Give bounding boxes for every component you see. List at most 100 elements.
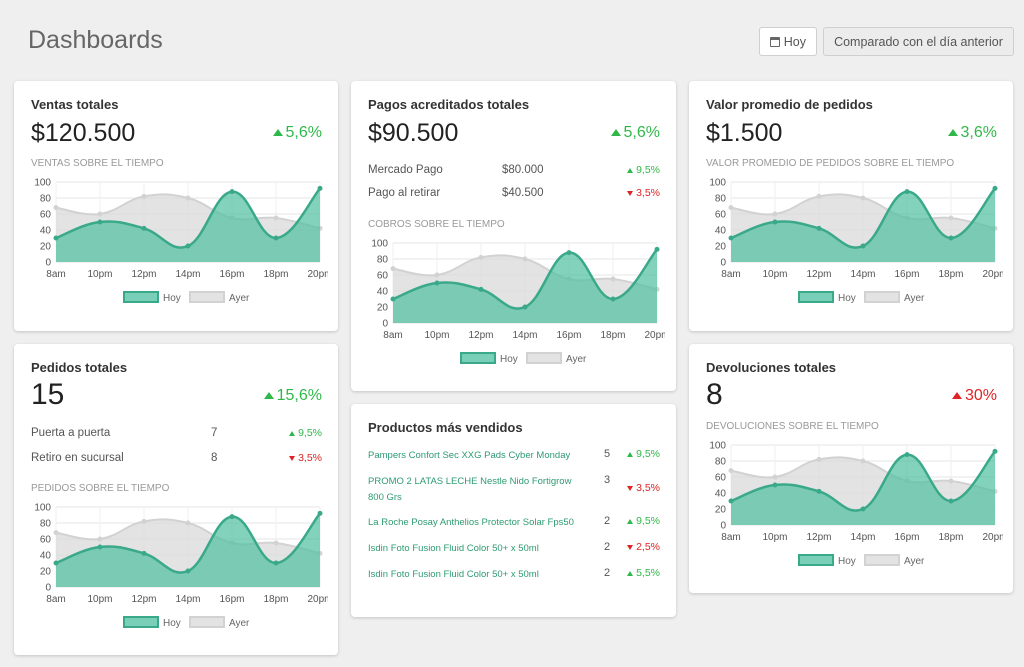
delta-badge: 5,6% <box>610 124 660 142</box>
chart-label: VALOR PROMEDIO DE PEDIDOS SOBRE EL TIEMP… <box>706 158 955 169</box>
data-point <box>229 189 235 195</box>
y-tick-label: 0 <box>720 258 726 269</box>
data-point <box>141 518 147 524</box>
y-tick-label: 40 <box>715 489 727 500</box>
delta-badge: 15,6% <box>263 387 322 405</box>
data-point <box>860 243 866 249</box>
product-link[interactable]: La Roche Posay Anthelios Protector Solar… <box>368 517 574 528</box>
pedidos-card: Pedidos totales 15 15,6% Puerta a puerta… <box>14 344 338 655</box>
data-point <box>53 235 59 241</box>
card-title: Pagos acreditados totales <box>368 97 530 112</box>
product-link[interactable]: PROMO 2 LATAS LECHE Nestle Nido Fortigro… <box>368 476 572 503</box>
product-link[interactable]: Isdin Foto Fusion Fluid Color 50+ x 50ml <box>368 569 539 580</box>
data-point <box>816 488 822 494</box>
x-tick-label: 16pm <box>219 269 244 280</box>
card-title: Valor promedio de pedidos <box>706 97 873 112</box>
x-tick-label: 14pm <box>175 594 200 605</box>
y-tick-label: 100 <box>709 441 726 452</box>
y-tick-label: 60 <box>40 535 52 546</box>
data-point <box>904 189 910 195</box>
compare-button[interactable]: Comparado con el día anterior <box>823 27 1014 56</box>
x-tick-label: 18pm <box>263 594 288 605</box>
data-point <box>816 193 822 199</box>
x-tick-label: 12pm <box>131 269 156 280</box>
data-point <box>522 256 528 262</box>
data-point <box>185 195 191 201</box>
legend-label: Ayer <box>904 293 925 304</box>
x-tick-label: 18pm <box>938 269 963 280</box>
area-chart: 0 20 40 60 80 100 8am 10pm 12pm 14pm 16pm 18pm 20pm H… <box>709 441 1003 568</box>
data-point <box>860 195 866 201</box>
triangle-down-icon <box>289 455 296 461</box>
legend-swatch <box>526 352 562 364</box>
legend-label: Ayer <box>229 293 250 304</box>
data-point <box>772 474 778 480</box>
today-button[interactable]: Hoy <box>759 27 817 56</box>
x-tick-label: 8am <box>46 269 65 280</box>
data-point <box>904 452 910 458</box>
series-area-hoy <box>731 451 995 525</box>
data-point <box>97 544 103 550</box>
productos-card: Productos más vendidos Pampers Confort S… <box>351 404 676 617</box>
data-point <box>53 530 59 536</box>
x-tick-label: 8am <box>721 269 740 280</box>
y-tick-label: 60 <box>715 473 727 484</box>
data-point <box>141 225 147 231</box>
ventas-card: Ventas totales $120.500 5,6% VENTAS SOBR… <box>14 81 338 331</box>
triangle-up-icon <box>627 167 634 173</box>
y-tick-label: 20 <box>715 505 727 516</box>
x-tick-label: 16pm <box>556 330 581 341</box>
y-tick-label: 60 <box>40 210 52 221</box>
x-tick-label: 20pm <box>982 269 1003 280</box>
data-point <box>992 448 998 454</box>
x-tick-label: 14pm <box>512 330 537 341</box>
legend-swatch <box>798 554 834 566</box>
chart-label: PEDIDOS SOBRE EL TIEMPO <box>31 483 170 494</box>
y-tick-label: 80 <box>715 194 727 205</box>
data-point <box>97 211 103 217</box>
breakdown-row: Puerta a puerta 7 9,5% <box>31 427 322 439</box>
data-point <box>390 296 396 302</box>
data-point <box>390 266 396 272</box>
y-tick-label: 60 <box>377 271 389 282</box>
big-value: $120.500 <box>31 119 136 147</box>
data-point <box>185 243 191 249</box>
data-point <box>816 456 822 462</box>
data-point <box>317 185 323 191</box>
triangle-down-icon <box>627 485 634 491</box>
legend-label: Ayer <box>229 618 250 629</box>
legend-swatch <box>189 616 225 628</box>
data-point <box>728 235 734 241</box>
chart-label: DEVOLUCIONES SOBRE EL TIEMPO <box>706 421 879 432</box>
devoluciones-card: Devoluciones totales 8 30% DEVOLUCIONES … <box>689 344 1013 593</box>
legend-label: Hoy <box>163 293 181 304</box>
breakdown-row: Retiro en sucursal 8 3,5% <box>31 452 322 464</box>
data-point <box>53 205 59 211</box>
x-tick-label: 18pm <box>938 532 963 543</box>
big-value: 15 <box>31 378 65 411</box>
data-point <box>948 478 954 484</box>
data-point <box>185 520 191 526</box>
y-tick-label: 40 <box>715 226 727 237</box>
y-tick-label: 100 <box>371 239 388 250</box>
legend-label: Ayer <box>566 354 587 365</box>
y-tick-label: 80 <box>715 457 727 468</box>
product-link[interactable]: Isdin Foto Fusion Fluid Color 50+ x 50ml <box>368 543 539 554</box>
big-value: $90.500 <box>368 119 459 147</box>
y-tick-label: 40 <box>40 551 52 562</box>
x-tick-label: 10pm <box>87 269 112 280</box>
triangle-up-icon <box>627 518 634 524</box>
y-tick-label: 0 <box>45 258 51 269</box>
x-tick-label: 12pm <box>131 594 156 605</box>
triangle-up-icon <box>263 392 274 400</box>
data-point <box>772 482 778 488</box>
legend-swatch <box>798 291 834 303</box>
product-link[interactable]: Pampers Confort Sec XXG Pads Cyber Monda… <box>368 450 571 461</box>
triangle-up-icon <box>610 129 621 137</box>
legend-label: Hoy <box>838 293 856 304</box>
x-tick-label: 8am <box>383 330 402 341</box>
delta-badge: 5,6% <box>272 124 322 142</box>
chart-label: COBROS SOBRE EL TIEMPO <box>368 219 505 230</box>
calendar-icon <box>770 36 780 47</box>
data-point <box>654 246 660 252</box>
